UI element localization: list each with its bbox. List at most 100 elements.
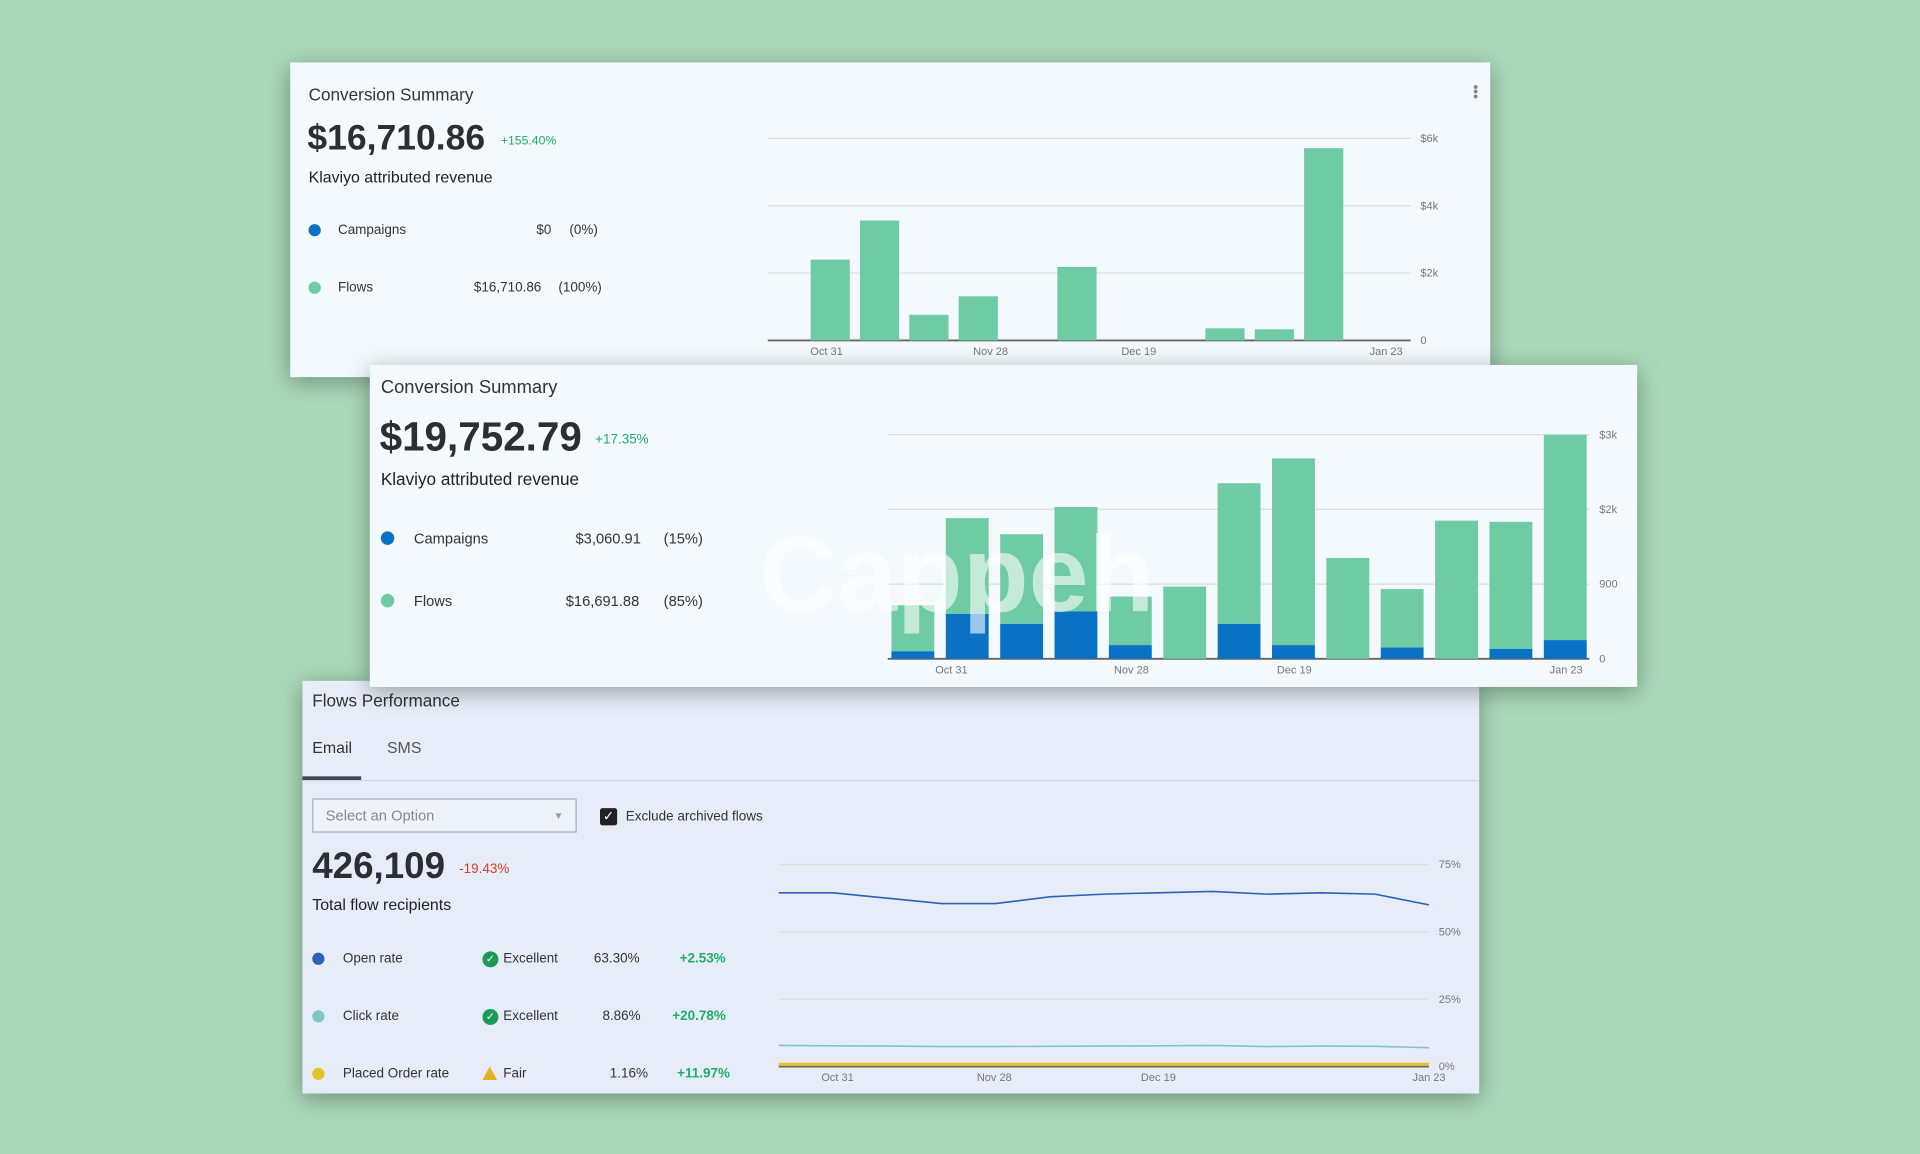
chevron-down-icon: ▼ bbox=[553, 810, 564, 822]
x-tick-label: Oct 31 bbox=[935, 664, 967, 676]
bar-flows bbox=[1489, 521, 1533, 649]
legend-flows-label: Flows bbox=[337, 280, 374, 296]
x-tick-label: Jan 23 bbox=[1412, 1072, 1445, 1084]
campaigns-dot-icon bbox=[308, 224, 321, 237]
revenue-change: +17.35% bbox=[595, 432, 649, 447]
x-tick-label: Jan 23 bbox=[1370, 346, 1403, 358]
bar-flows bbox=[891, 605, 935, 652]
warning-icon bbox=[482, 1066, 498, 1081]
campaigns-dot-icon bbox=[380, 531, 395, 545]
legend-flows-label: Flows bbox=[413, 592, 453, 610]
bar-flows bbox=[945, 518, 989, 614]
y-tick-label: $4k bbox=[1420, 200, 1438, 212]
recipients-change: -19.43% bbox=[459, 862, 510, 877]
exclude-archived-label[interactable]: Exclude archived flows bbox=[625, 809, 763, 825]
bar-campaigns bbox=[945, 613, 989, 659]
bar-campaigns bbox=[1217, 623, 1261, 659]
legend-campaigns-pct: (15%) bbox=[663, 530, 703, 548]
legend-campaigns-pct: (0%) bbox=[569, 222, 598, 238]
open-rate-dot-icon bbox=[312, 952, 325, 965]
tab-sms[interactable]: SMS bbox=[386, 738, 422, 757]
flows-performance-card: Flows Performance Email SMS Select an Op… bbox=[302, 680, 1480, 1094]
legend-campaigns-value: $0 bbox=[536, 222, 552, 238]
bar-flows bbox=[1054, 506, 1098, 612]
y-tick-label: 0% bbox=[1439, 1061, 1455, 1073]
card-title: Conversion Summary bbox=[308, 84, 474, 105]
y-tick-label: 0 bbox=[1599, 653, 1605, 665]
flows-line-chart: 0% 25% 50% 75% Oct 31 Nov 28 Dec 19 Jan 23 bbox=[778, 859, 1461, 1084]
exclude-archived-checkbox[interactable]: ✓ bbox=[600, 808, 618, 826]
bar-flows bbox=[1543, 434, 1587, 641]
x-tick-label: Nov 28 bbox=[973, 346, 1008, 358]
bar-campaigns bbox=[891, 651, 935, 659]
bar-flows bbox=[1108, 596, 1152, 646]
bar-flows bbox=[1057, 267, 1097, 341]
metric-value: 63.30% bbox=[593, 951, 640, 967]
bar-campaigns bbox=[1380, 647, 1424, 659]
bar-flows bbox=[1304, 148, 1344, 341]
check-circle-icon: ✓ bbox=[482, 1008, 499, 1025]
conversion-summary-card-1: Conversion Summary • • • $16,710.86 +155.4… bbox=[290, 62, 1491, 378]
tabs-divider bbox=[302, 780, 1480, 782]
revenue-bar-chart-1: 0 $2k $4k $6k Oct 31 Nov 28 Dec 19 Jan 23 bbox=[767, 133, 1439, 358]
bar-flows bbox=[1272, 458, 1315, 646]
x-tick-label: Nov 28 bbox=[1114, 664, 1149, 676]
bar-campaigns bbox=[1543, 640, 1587, 659]
check-circle-icon: ✓ bbox=[482, 951, 499, 968]
revenue-change: +155.40% bbox=[500, 134, 557, 149]
metric-label: Placed Order rate bbox=[342, 1066, 450, 1082]
x-tick-label: Dec 19 bbox=[1141, 1072, 1176, 1084]
bar-flows bbox=[1435, 520, 1478, 659]
recipients-subtitle: Total flow recipients bbox=[312, 895, 452, 914]
bar-flows bbox=[1000, 534, 1044, 624]
x-tick-label: Dec 19 bbox=[1121, 346, 1156, 358]
y-tick-label: $2k bbox=[1420, 268, 1438, 280]
y-tick-label: $6k bbox=[1420, 133, 1438, 145]
bar-flows bbox=[1205, 328, 1245, 341]
click-rate-dot-icon bbox=[312, 1010, 325, 1023]
metric-rating: Excellent bbox=[503, 1008, 558, 1024]
tab-email[interactable]: Email bbox=[312, 738, 353, 757]
bar-campaigns bbox=[1054, 611, 1098, 659]
legend-campaigns-value: $3,060.91 bbox=[575, 530, 641, 548]
metric-label: Open rate bbox=[342, 951, 403, 967]
flow-select-dropdown[interactable]: Select an Option ▼ bbox=[312, 798, 577, 833]
metric-value: 8.86% bbox=[602, 1008, 641, 1024]
metric-change: +2.53% bbox=[679, 951, 726, 967]
metric-rating: Excellent bbox=[503, 951, 558, 967]
card-title: Flows Performance bbox=[312, 690, 460, 711]
conversion-summary-card-2: Conversion Summary $19,752.79 +17.35% Kl… bbox=[369, 364, 1638, 687]
y-tick-label: 75% bbox=[1439, 859, 1461, 871]
bar-campaigns bbox=[1000, 623, 1044, 659]
x-tick-label: Oct 31 bbox=[821, 1072, 853, 1084]
metric-change: +11.97% bbox=[677, 1066, 730, 1082]
bar-flows bbox=[1326, 557, 1370, 659]
revenue-amount: $19,752.79 bbox=[379, 413, 582, 460]
flows-dot-icon bbox=[308, 281, 321, 294]
x-tick-label: Dec 19 bbox=[1277, 664, 1312, 676]
x-tick-label: Jan 23 bbox=[1550, 664, 1583, 676]
metric-rating: Fair bbox=[503, 1066, 527, 1082]
bar-campaigns bbox=[1272, 645, 1315, 659]
metric-change: +20.78% bbox=[672, 1008, 726, 1024]
y-tick-label: $2k bbox=[1599, 504, 1617, 516]
bar-flows bbox=[1163, 586, 1207, 659]
legend-campaigns-label: Campaigns bbox=[337, 222, 407, 238]
flows-dot-icon bbox=[380, 593, 395, 608]
bar-flows bbox=[1380, 589, 1424, 648]
bar-flows bbox=[1254, 329, 1294, 341]
card-title: Conversion Summary bbox=[380, 377, 558, 398]
legend-flows-pct: (100%) bbox=[558, 280, 602, 296]
bar-campaigns bbox=[1489, 648, 1533, 659]
y-tick-label: 900 bbox=[1599, 579, 1617, 591]
bar-flows bbox=[1217, 483, 1261, 624]
revenue-subtitle: Klaviyo attributed revenue bbox=[380, 468, 580, 489]
more-options-icon[interactable]: • • • bbox=[1473, 78, 1479, 106]
x-tick-label: Oct 31 bbox=[810, 346, 842, 358]
placed-order-dot-icon bbox=[312, 1067, 325, 1081]
legend-flows-pct: (85%) bbox=[663, 592, 703, 610]
legend-flows-value: $16,710.86 bbox=[473, 280, 542, 296]
x-tick-label: Nov 28 bbox=[977, 1072, 1012, 1084]
y-tick-label: $3k bbox=[1599, 429, 1617, 441]
metric-label: Click rate bbox=[342, 1008, 399, 1024]
